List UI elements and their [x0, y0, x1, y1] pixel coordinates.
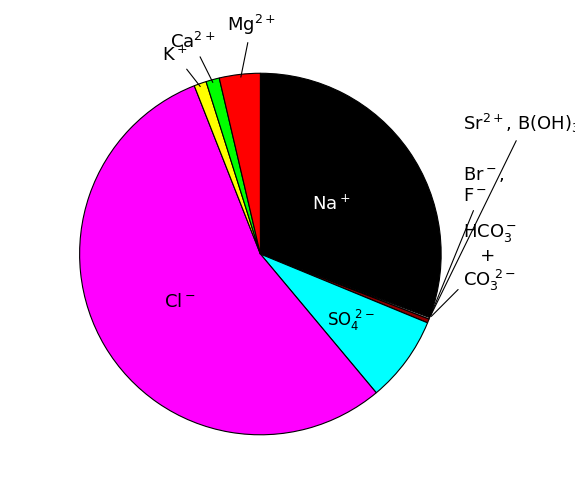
Text: Na$^+$: Na$^+$: [312, 195, 351, 214]
Text: HCO$_3^-$
   +
CO$_3^{\ 2-}$: HCO$_3^-$ + CO$_3^{\ 2-}$: [431, 222, 517, 316]
Text: Ca$^{2+}$: Ca$^{2+}$: [170, 31, 215, 82]
Text: Mg$^{2+}$: Mg$^{2+}$: [227, 13, 276, 77]
Wedge shape: [260, 254, 428, 393]
Text: Cl$^-$: Cl$^-$: [164, 293, 196, 311]
Wedge shape: [260, 73, 441, 317]
Wedge shape: [194, 82, 260, 254]
Text: Br$^-$,
F$^-$: Br$^-$, F$^-$: [430, 166, 505, 316]
Wedge shape: [260, 254, 430, 317]
Wedge shape: [260, 254, 430, 319]
Text: K$^+$: K$^+$: [162, 45, 200, 86]
Text: Sr$^{2+}$, B(OH)$_3$,: Sr$^{2+}$, B(OH)$_3$,: [431, 112, 575, 316]
Wedge shape: [79, 86, 376, 435]
Wedge shape: [219, 73, 260, 254]
Wedge shape: [206, 78, 260, 254]
Text: SO$_4^{\ 2-}$: SO$_4^{\ 2-}$: [327, 308, 375, 333]
Wedge shape: [260, 254, 429, 323]
